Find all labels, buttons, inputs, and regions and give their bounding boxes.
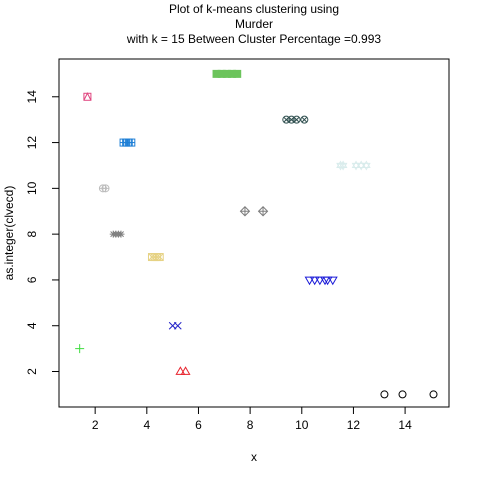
data-point	[117, 230, 125, 238]
x-tick-label: 10	[295, 418, 309, 432]
data-point	[75, 344, 85, 354]
x-tick-label: 2	[92, 418, 99, 432]
x-tick-label: 12	[347, 418, 361, 432]
data-point	[309, 276, 320, 286]
data-point	[83, 92, 92, 101]
data-point	[398, 390, 407, 399]
data-point	[327, 276, 338, 286]
data-point	[233, 69, 242, 78]
data-point	[300, 115, 309, 124]
y-tick-label: 8	[25, 230, 39, 237]
data-point	[361, 160, 371, 171]
data-point	[314, 276, 325, 286]
data-points	[75, 69, 438, 399]
y-tick-label: 4	[25, 322, 39, 329]
y-tick-label: 2	[25, 368, 39, 375]
data-point	[127, 138, 136, 147]
chart-title-line-1: Plot of k-means clustering using	[169, 2, 339, 16]
x-tick-label: 8	[247, 418, 254, 432]
x-tick-label: 4	[143, 418, 150, 432]
y-axis-label: as.integer(clvecd)	[2, 186, 16, 281]
data-point	[292, 115, 301, 124]
x-tick-label: 14	[398, 418, 412, 432]
x-axis-label: x	[251, 450, 257, 464]
data-point	[173, 321, 182, 330]
data-point	[155, 253, 164, 262]
chart-title-line-3: with k = 15 Between Cluster Percentage =…	[126, 32, 381, 46]
y-axis: 2 4 6 8 10 12 14	[25, 90, 60, 375]
data-point	[239, 206, 251, 217]
x-tick-label: 6	[195, 418, 202, 432]
chart-title-line-2: Murder	[235, 17, 273, 31]
y-tick-label: 14	[25, 90, 39, 104]
data-point	[380, 390, 389, 399]
data-point	[175, 366, 186, 375]
data-point	[322, 276, 333, 286]
x-axis: 2 4 6 8 10 12 14	[92, 406, 412, 432]
data-point	[429, 390, 438, 399]
y-tick-label: 6	[25, 276, 39, 283]
data-point	[257, 206, 269, 217]
y-tick-label: 10	[25, 181, 39, 195]
data-point	[180, 366, 191, 375]
y-tick-label: 12	[25, 136, 39, 150]
data-point	[338, 160, 348, 171]
data-point	[101, 184, 110, 193]
data-point	[304, 276, 315, 286]
